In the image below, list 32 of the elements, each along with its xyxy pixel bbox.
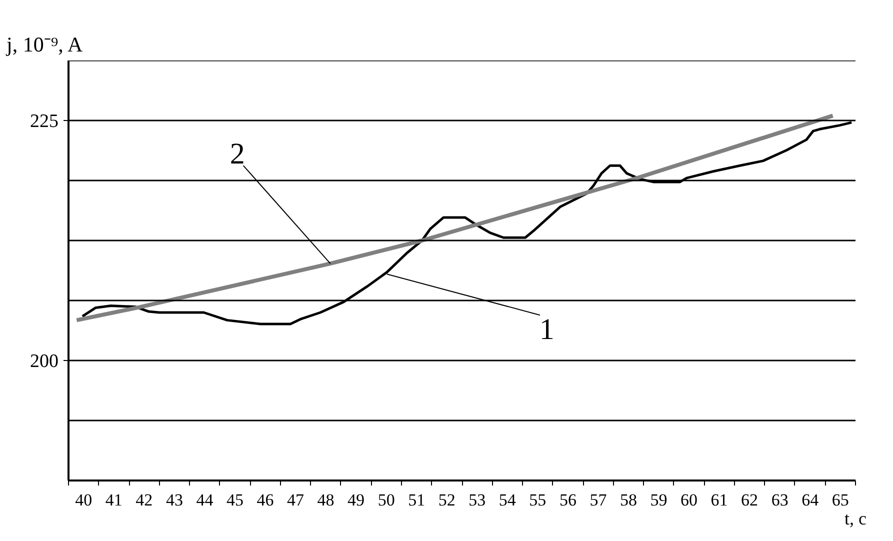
y-tick-label: 200 xyxy=(30,351,58,372)
x-tick-label: 49 xyxy=(348,490,365,510)
x-tick-label: 45 xyxy=(226,490,244,510)
x-tick-label: 60 xyxy=(680,490,698,510)
x-tick-label: 58 xyxy=(620,490,637,510)
x-tick-label: 42 xyxy=(136,490,153,510)
x-tick-label: 59 xyxy=(650,490,668,510)
y-axis-title: j, 10⁻⁹, A xyxy=(6,32,84,56)
x-tick-label: 65 xyxy=(832,490,849,510)
annotation: 1 xyxy=(539,313,554,346)
annotation: 2 xyxy=(230,138,245,171)
x-tick-label: 40 xyxy=(75,490,92,510)
x-tick-label: 44 xyxy=(196,490,214,510)
x-tick-label: 43 xyxy=(166,490,183,510)
x-tick-label: 50 xyxy=(378,490,395,510)
x-tick-label: 48 xyxy=(317,490,334,510)
x-tick-label: 52 xyxy=(438,490,456,510)
x-tick-label: 57 xyxy=(590,490,608,510)
x-tick-label: 41 xyxy=(105,490,122,510)
x-tick-label: 46 xyxy=(256,490,274,510)
x-tick-label: 51 xyxy=(408,490,426,510)
y-tick-label: 225 xyxy=(30,111,58,132)
x-tick-label: 61 xyxy=(710,490,728,510)
x-tick-label: 56 xyxy=(559,490,576,510)
x-tick-label: 47 xyxy=(287,490,305,510)
x-tick-label: 53 xyxy=(468,490,486,510)
x-axis-title: t, c xyxy=(844,508,867,528)
x-tick-label: 64 xyxy=(802,490,820,510)
x-tick-label: 62 xyxy=(741,490,758,510)
x-tick-label: 63 xyxy=(771,490,788,510)
x-tick-label: 54 xyxy=(498,490,516,510)
x-tick-label: 55 xyxy=(529,490,546,510)
